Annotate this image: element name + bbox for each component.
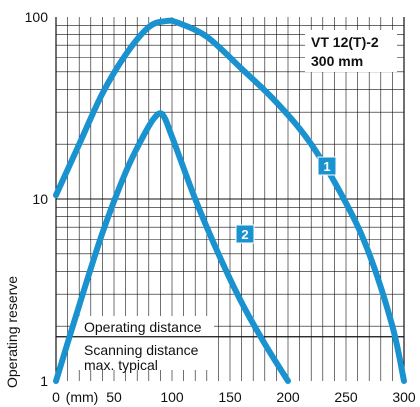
scanning-distance-label-line-2: max. typical [84,357,158,373]
x-tick-label: 300 [392,389,416,405]
series-line-2 [53,110,291,384]
series-group [53,17,407,384]
x-tick-label: 200 [276,389,300,405]
title-box [305,30,397,72]
x-unit-label: (mm) [66,389,99,405]
x-tick-label: 100 [160,389,184,405]
annotation-backdrop [76,316,214,370]
y-tick-label: 100 [25,9,49,25]
x-tick-label: 50 [106,389,122,405]
chart-title-line-2: 300 mm [311,53,363,69]
chart-title-line-1: VT 12(T)-2 [311,34,379,50]
chart-frame [55,17,405,381]
x-tick-label: 150 [218,389,242,405]
tick-labels: 1 10 100 0 (mm) 50 100 150 200 250 300 [25,9,416,405]
y-tick-label: 1 [40,373,48,389]
series-2-badge-label: 2 [241,227,248,242]
y-axis-label: Operating reserve [4,276,20,388]
y-tick-label: 10 [32,191,48,207]
series-line-1 [53,17,407,384]
operating-distance-label: Operating distance [84,319,202,335]
x-tick-label: 0 [52,389,60,405]
scanning-distance-label-line-1: Scanning distance [84,342,199,358]
series-1-badge-label: 1 [323,159,330,174]
distance-annotation: Operating distance Scanning distance max… [56,316,404,373]
series-2-badge: 2 [235,224,255,244]
x-tick-label: 250 [334,389,358,405]
series-1-badge: 1 [317,156,337,176]
